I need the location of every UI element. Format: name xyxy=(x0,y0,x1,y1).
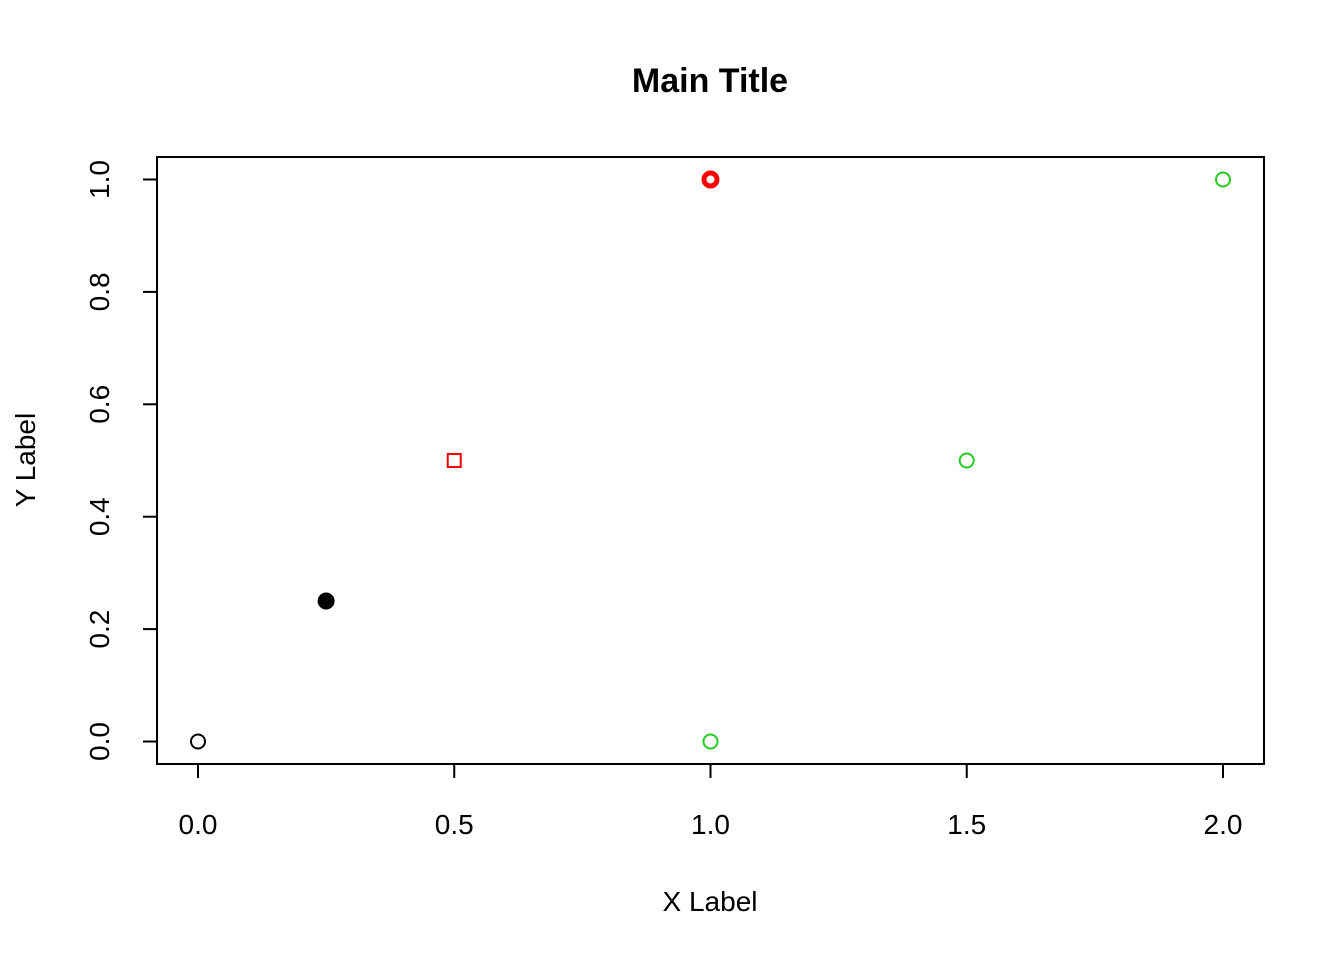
data-point xyxy=(446,453,462,468)
data-point xyxy=(702,733,719,750)
data-point xyxy=(701,170,720,189)
y-tick-label: 0.6 xyxy=(84,385,115,424)
data-point xyxy=(958,452,975,469)
x-tick-label: 0.0 xyxy=(179,809,218,840)
chart-title: Main Title xyxy=(632,62,788,100)
x-axis-title: X Label xyxy=(663,886,758,917)
y-axis-title: Y Label xyxy=(10,413,41,507)
y-tick-label: 0.0 xyxy=(84,722,115,761)
y-tick-label: 0.2 xyxy=(84,610,115,649)
x-tick-label: 2.0 xyxy=(1204,809,1243,840)
x-axis: 0.0 0.5 1.0 1.5 2.0 xyxy=(179,763,1243,840)
plot-frame xyxy=(156,156,1265,765)
data-point xyxy=(317,592,335,610)
data-points xyxy=(190,170,1231,750)
y-tick-label: 0.4 xyxy=(84,497,115,536)
y-tick-label: 1.0 xyxy=(84,160,115,199)
x-tick-label: 1.0 xyxy=(691,809,730,840)
y-tick-label: 0.8 xyxy=(84,272,115,311)
data-point xyxy=(190,733,206,750)
data-point xyxy=(1215,171,1231,188)
y-axis: 0.0 0.2 0.4 0.6 0.8 1.0 xyxy=(84,160,158,761)
x-tick-label: 1.5 xyxy=(947,809,986,840)
x-tick-label: 0.5 xyxy=(435,809,474,840)
